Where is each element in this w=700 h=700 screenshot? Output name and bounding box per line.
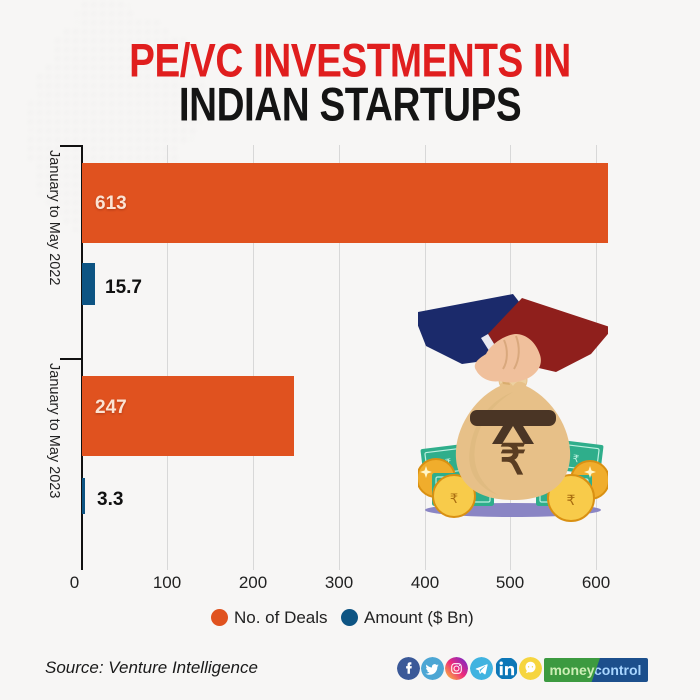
svg-text:₹: ₹: [572, 454, 580, 466]
svg-text:₹: ₹: [450, 491, 458, 506]
svg-text:₹: ₹: [500, 436, 527, 483]
svg-text:₹: ₹: [567, 492, 576, 508]
